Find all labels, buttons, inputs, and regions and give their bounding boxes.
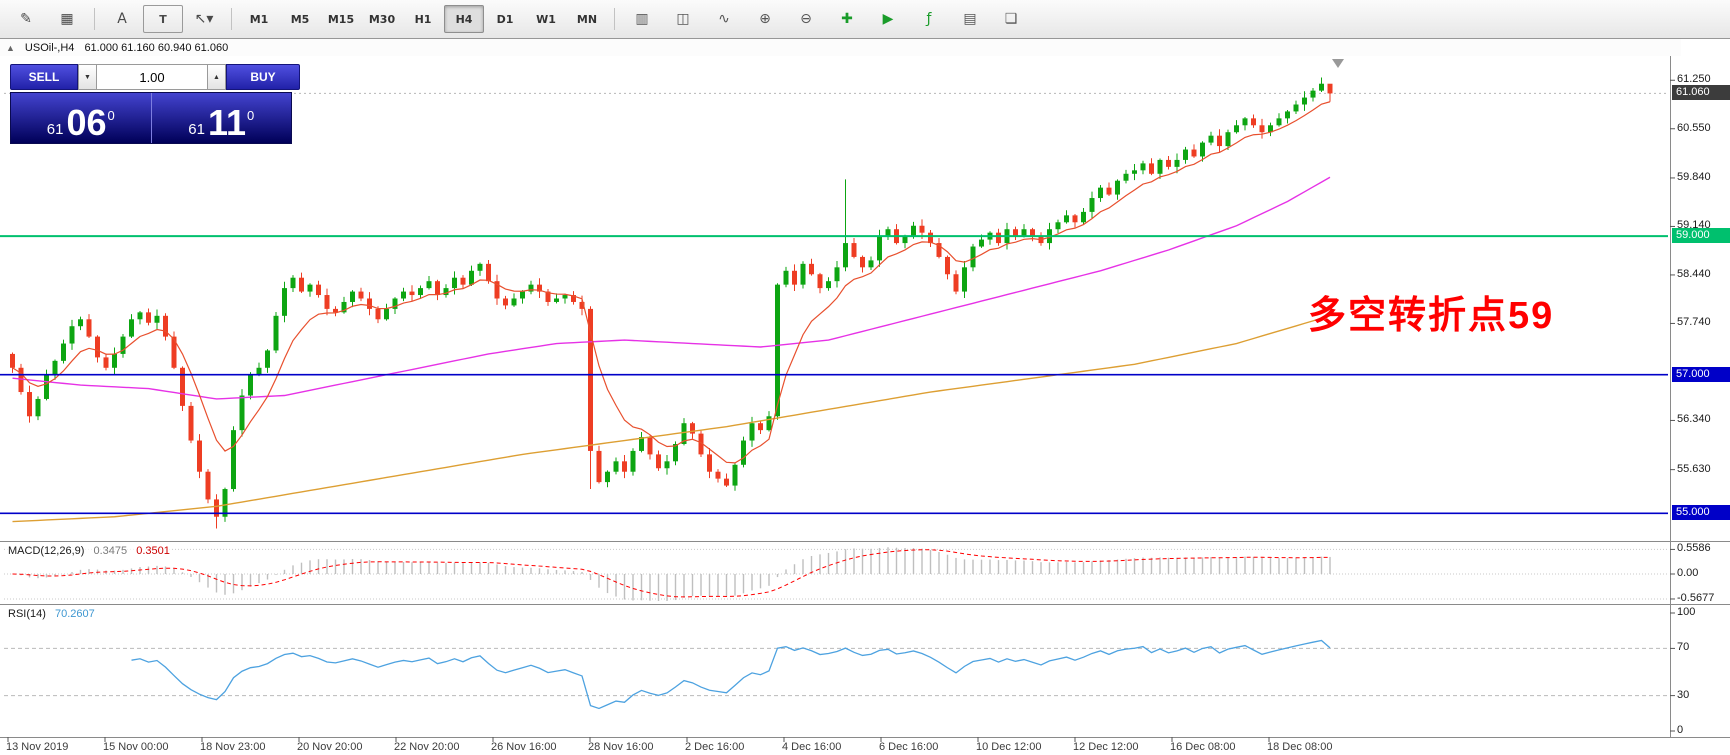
sell-button[interactable]: SELL — [10, 64, 78, 90]
time-axis-label: 18 Dec 08:00 — [1267, 741, 1333, 753]
timeframe-m5-button[interactable]: M5 — [290, 12, 310, 26]
macd-name: MACD(12,26,9) — [8, 545, 85, 557]
level-price-box: 59.000 — [1672, 228, 1730, 244]
price-scale-label: 59.840 — [1677, 170, 1711, 183]
volume-decrease-button[interactable]: ▼ — [78, 64, 97, 90]
bar-chart-icon[interactable]: ▥ — [635, 11, 649, 27]
auto-trading-icon[interactable]: ▶ — [882, 11, 894, 27]
time-axis-label: 20 Nov 20:00 — [297, 741, 363, 753]
time-axis-label: 12 Dec 12:00 — [1073, 741, 1139, 753]
macd-histogram — [20, 547, 1331, 601]
profiles-icon[interactable]: ▦ — [60, 11, 74, 27]
time-axis-label: 10 Dec 12:00 — [976, 741, 1042, 753]
zoom-in-icon[interactable]: ⊕ — [759, 11, 771, 27]
candles-layer — [10, 77, 1333, 529]
time-axis-label: 13 Nov 2019 — [6, 741, 69, 753]
current-price-box: 61.060 — [1672, 85, 1730, 101]
timeframe-d1-button[interactable]: D1 — [496, 12, 514, 26]
chart-annotation-text[interactable]: 多空转折点59 — [1308, 295, 1555, 337]
time-axis-label: 26 Nov 16:00 — [491, 741, 557, 753]
price-scale-label: 61.250 — [1677, 73, 1711, 86]
level-price-box: 57.000 — [1672, 366, 1730, 382]
zoom-out-icon[interactable]: ⊖ — [800, 11, 812, 27]
periods-icon[interactable]: ▤ — [963, 11, 977, 27]
trade-controls-row: SELL ▼ ▲ BUY — [10, 64, 300, 90]
chart-header: ▲ USOil-,H4 61.000 61.160 60.940 61.060 — [0, 39, 1681, 56]
time-axis-label: 18 Nov 23:00 — [200, 741, 266, 753]
bid-price-small: 61 — [46, 120, 64, 138]
symbol-period-label: USOil-,H4 — [24, 41, 75, 54]
chart-shift-marker-icon[interactable] — [1332, 59, 1344, 68]
collapse-chart-icon[interactable]: ▲ — [6, 42, 15, 53]
volume-input[interactable] — [97, 64, 207, 90]
ask-price-small: 61 — [188, 120, 205, 138]
toolbar-separator — [94, 8, 95, 30]
bid-price-display[interactable]: 61 06 0 — [11, 93, 152, 143]
quote-display-row: 61 06 0 61 11 0 — [10, 92, 292, 144]
timeframe-w1-button[interactable]: W1 — [536, 12, 556, 26]
buy-button[interactable]: BUY — [226, 64, 300, 90]
new-order-icon[interactable]: ✚ — [841, 11, 853, 27]
macd-scale-label: -0.5677 — [1677, 591, 1715, 604]
new-chart-icon[interactable]: ✎ — [20, 11, 32, 27]
macd-scale-label: 0.00 — [1677, 567, 1699, 579]
timeframe-m15-button[interactable]: M15 — [327, 12, 355, 26]
macd-indicator-label: MACD(12,26,9) 0.3475 0.3501 — [6, 545, 172, 557]
rsi-value: 70.2607 — [54, 608, 95, 620]
time-axis-label: 4 Dec 16:00 — [782, 741, 842, 753]
ask-price-display[interactable]: 61 11 0 — [152, 93, 292, 143]
time-axis-label: 15 Nov 00:00 — [103, 741, 169, 753]
toolbar: ✎ ▦ A T ↖▾ M1 M5 M15 M30 H1 H4 D1 W1 MN ▥ ◫ ∿ ⊕ ⊖ ✚ ▶ ƒ ▤ ❏ — [0, 0, 1730, 39]
macd-signal-line — [12, 549, 1331, 598]
timeframe-m30-button[interactable]: M30 — [368, 12, 396, 26]
timeframe-mn-button[interactable]: MN — [576, 12, 598, 26]
timeframe-h4-button[interactable]: H4 — [444, 5, 484, 33]
ask-price-sup: 0 — [247, 108, 255, 123]
ma-mid-line — [12, 176, 1331, 400]
time-axis-label: 28 Nov 16:00 — [588, 741, 654, 753]
label-tool-button[interactable]: T — [143, 5, 183, 33]
ask-price-big: 11 — [207, 102, 246, 144]
rsi-name: RSI(14) — [8, 608, 46, 620]
toolbar-separator — [231, 8, 232, 30]
ma-slow-line — [12, 315, 1331, 523]
bid-price-sup: 0 — [107, 108, 115, 123]
rsi-scale-label: 0 — [1677, 724, 1684, 736]
rsi-indicator-label: RSI(14) 70.2607 — [6, 608, 97, 620]
rsi-line — [131, 639, 1331, 710]
price-scale-label: 60.550 — [1677, 121, 1711, 134]
time-axis-label: 16 Dec 08:00 — [1170, 741, 1236, 753]
toolbar-separator — [614, 8, 615, 30]
price-scale-label: 57.740 — [1677, 316, 1711, 329]
candlestick-chart-icon[interactable]: ◫ — [676, 11, 690, 27]
ohlc-values: 61.000 61.160 60.940 61.060 — [84, 41, 229, 54]
price-scale-label: 56.340 — [1677, 413, 1711, 426]
level-price-box: 55.000 — [1672, 505, 1730, 521]
volume-increase-button[interactable]: ▲ — [207, 64, 226, 90]
line-chart-icon[interactable]: ∿ — [718, 11, 730, 27]
macd-signal-value: 0.3501 — [136, 545, 170, 557]
one-click-trading-panel: SELL ▼ ▲ BUY 61 06 0 61 11 0 — [10, 64, 300, 144]
text-tool-button[interactable]: A — [117, 11, 127, 27]
timeframe-m1-button[interactable]: M1 — [249, 12, 269, 26]
indicators-icon[interactable]: ƒ — [926, 11, 932, 27]
price-scale-label: 55.630 — [1677, 462, 1711, 475]
macd-scale-label: 0.5586 — [1677, 542, 1711, 555]
rsi-scale-label: 30 — [1677, 688, 1690, 701]
arrow-tool-button[interactable]: ↖▾ — [194, 11, 214, 27]
timeframe-h1-button[interactable]: H1 — [414, 12, 432, 26]
price-scale-label: 58.440 — [1677, 267, 1711, 280]
ma-fast-line — [12, 101, 1331, 464]
bid-price-big: 06 — [66, 102, 107, 144]
time-axis-label: 6 Dec 16:00 — [879, 741, 939, 753]
rsi-scale-label: 100 — [1677, 606, 1696, 618]
time-axis-label: 22 Nov 20:00 — [394, 741, 460, 753]
rsi-scale-label: 70 — [1677, 641, 1690, 654]
macd-main-value: 0.3475 — [93, 545, 128, 557]
time-axis-label: 2 Dec 16:00 — [685, 741, 745, 753]
templates-icon[interactable]: ❏ — [1004, 11, 1018, 27]
